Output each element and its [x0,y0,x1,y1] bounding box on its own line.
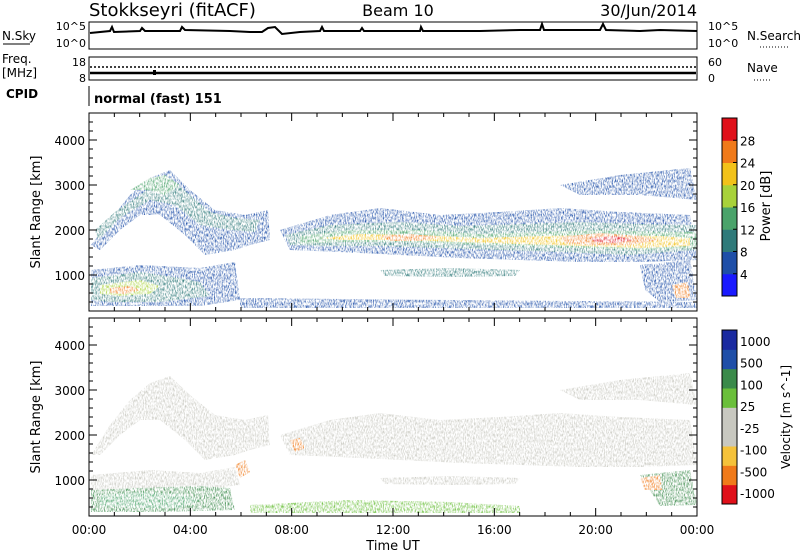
x-tick-label: 16:00 [477,523,512,537]
power-colorbar-segment [722,273,737,297]
x-tick-label: 04:00 [173,523,208,537]
noise-right-label: N.Search [747,29,800,43]
velocity-colorbar-tick-label: 100 [740,378,763,392]
power-colorbar-segment [722,207,737,230]
x-tick-label: 12:00 [376,523,411,537]
freq-right-tick-bottom: 0 [708,72,715,85]
power-colorbar-tick-label: 28 [740,134,755,148]
power-colorbar-tick-label: 12 [740,223,755,237]
velocity-x-axis: 00:00 04:00 08:00 12:00 16:00 20:00 00:00 [72,523,715,537]
power-colorbar-label: Power [dB] [759,171,774,242]
freq-right-tick-top: 60 [708,56,722,69]
station-title: Stokkseyri (fitACF) [89,0,256,21]
freq-left-tick-bottom: 8 [79,72,86,85]
velocity-colorbar-tick-label: 25 [740,400,755,414]
velocity-ylabel: Slant Range [km] [29,361,44,474]
frequency-panel: Freq. [MHz] 18 8 60 0 Nave [2,52,778,85]
velocity-colorbar-frame [721,329,738,505]
noise-trace [89,20,698,36]
power-colorbar-segment [722,118,737,141]
velocity-colorbar-segment [722,388,737,408]
noise-panel: N.Sky 10^5 10^0 10^5 10^0 N.Search [2,20,800,50]
velocity-colorbar-segment [722,330,737,350]
power-colorbar-tick-label: 8 [740,246,748,260]
velocity-colorbar-tick-label: -100 [740,444,767,458]
x-tick-label: 08:00 [274,523,309,537]
velocity-colorbar-segment [722,446,737,466]
power-colorbar-segment [722,184,737,208]
velocity-colorbar-segment [722,484,737,505]
velocity-colorbar: 1000 500 100 25 -25 -100 -500 -1000 [721,329,775,505]
velocity-colorbar-tick-label: -1000 [740,487,775,501]
noise-right-tick-bottom: 10^0 [708,37,738,50]
y-tick-label: 4000 [54,134,85,148]
cpid-value: normal (fast) 151 [94,92,222,107]
velocity-colorbar-label: Velocity [m s^-1] [779,365,793,469]
y-tick-label: 3000 [54,179,85,193]
noise-left-tick-top: 10^5 [56,20,86,33]
power-colorbar-tick-label: 20 [740,179,755,193]
cpid-panel: CPID normal (fast) 151 [6,86,222,107]
freq-left-tick-top: 18 [72,56,86,69]
velocity-colorbar-segment [722,368,737,389]
velocity-colorbar-segment [722,426,737,447]
noise-left-label: N.Sky [2,29,36,43]
noise-right-tick-top: 10^5 [708,20,738,33]
velocity-colorbar-segment [722,349,737,370]
velocity-colorbar-tick-label: -25 [740,422,760,436]
freq-label-2: [MHz] [2,66,37,80]
beam-label: Beam 10 [362,1,434,20]
power-panel: 4000 3000 2000 1000 Slant Range [km] 28 24 20… [29,112,774,312]
power-colorbar-segment [722,251,737,275]
velocity-colorbar-segment [722,465,737,486]
velocity-colorbar-tick-label: 1000 [740,335,771,349]
y-tick-label: 1000 [54,269,85,283]
y-tick-label: 2000 [54,429,85,443]
power-colorbar-segment [722,229,737,252]
power-y-axis: 4000 3000 2000 1000 [54,112,698,312]
nave-label: Nave [747,61,778,75]
power-colorbar-segment [722,140,737,163]
power-colorbar-tick-label: 24 [740,157,755,171]
velocity-y-axis: 4000 3000 2000 1000 [54,317,698,517]
y-tick-label: 3000 [54,384,85,398]
power-colorbar: 28 24 20 16 12 8 4 [721,117,755,297]
velocity-heatmap [91,373,697,513]
x-axis-label: Time UT [365,539,419,554]
x-tick-label: 20:00 [578,523,613,537]
x-tick-label: 00:00 [72,523,107,537]
power-ylabel: Slant Range [km] [29,156,44,269]
power-colorbar-tick-label: 4 [740,268,748,282]
power-heatmap [91,168,697,308]
date-label: 30/Jun/2014 [600,1,697,20]
power-colorbar-segment [722,162,737,186]
velocity-panel: 4000 3000 2000 1000 00:00 04:00 08:00 12:00 16:… [29,317,793,554]
cpid-label: CPID [6,87,38,101]
y-tick-label: 4000 [54,339,85,353]
velocity-colorbar-segment [722,407,737,428]
velocity-colorbar-tick-label: 500 [740,357,763,371]
y-tick-label: 1000 [54,474,85,488]
velocity-colorbar-tick-label: -500 [740,465,767,479]
noise-left-tick-bottom: 10^0 [56,37,86,50]
x-tick-label: 00:00 [680,523,715,537]
y-tick-label: 2000 [54,224,85,238]
freq-label-1: Freq. [2,52,32,66]
power-colorbar-tick-label: 16 [740,201,755,215]
